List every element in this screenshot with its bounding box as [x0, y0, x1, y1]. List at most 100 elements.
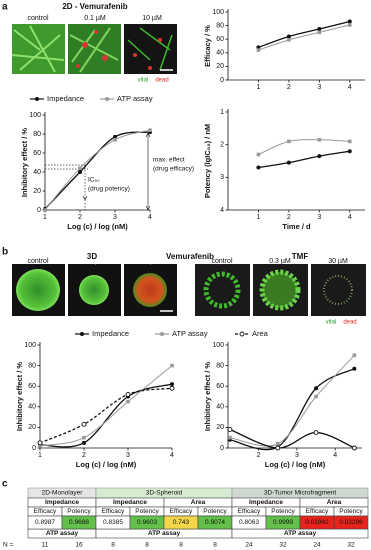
image-label: 0.3 µM	[269, 258, 291, 265]
image-label: 0.1 µM	[84, 15, 106, 22]
point	[125, 391, 131, 397]
x-axis-label: Time / d	[282, 222, 311, 231]
legend-label: Impedance	[92, 329, 129, 338]
point	[275, 442, 280, 446]
panel-title: 2D - Vemurafenib	[62, 2, 127, 11]
axis	[44, 112, 150, 211]
panel-title: TMF	[292, 252, 309, 261]
point	[82, 440, 86, 445]
reference: ATP assay	[284, 530, 317, 537]
series-line	[44, 131, 151, 210]
legend-dead: dead	[155, 78, 168, 84]
group-header: 3D-Spheroid	[146, 490, 183, 497]
point	[78, 166, 82, 170]
metric: Efficacy	[306, 508, 329, 515]
point	[352, 366, 357, 371]
legend-dead: dead	[343, 320, 356, 326]
metric: Efficacy	[238, 508, 261, 515]
y-tick-label: 0	[220, 77, 224, 84]
method: Impedance	[249, 499, 283, 506]
y-tick-label: 20	[216, 424, 224, 431]
point	[81, 421, 87, 427]
legend-label: ATP assay	[172, 329, 208, 338]
point	[313, 430, 319, 435]
y-axis-label: Inhibitory effect / %	[203, 362, 212, 432]
y-axis-label: Efficacy / %	[203, 25, 212, 67]
value: 0.8385	[103, 519, 123, 526]
point	[113, 137, 117, 142]
value: 0.9074	[205, 519, 225, 526]
point	[352, 353, 357, 358]
point	[227, 427, 233, 432]
point	[287, 139, 291, 144]
method: Impedance	[113, 499, 147, 506]
x-tick-label: 2	[78, 214, 82, 221]
point	[256, 152, 261, 157]
legend-label: Area	[252, 329, 269, 338]
point	[287, 38, 291, 42]
y-tick-label: 20	[216, 63, 224, 70]
image-label: control	[211, 258, 232, 265]
y-axis-label: Potency (lgIC₅₀) / nM	[203, 124, 212, 198]
x-axis-label: Log (c) / log (nM)	[67, 222, 128, 231]
y-axis-label: Inhibitory effect / %	[20, 128, 29, 198]
image-label: control	[27, 258, 48, 265]
y-tick-label: 4	[220, 207, 224, 214]
point	[286, 160, 291, 165]
panel-label: a	[2, 2, 8, 13]
point	[317, 27, 322, 31]
n-value: 24	[313, 542, 321, 549]
y-tick-label: 60	[33, 150, 41, 157]
y-tick-label: 3	[220, 174, 224, 181]
metric: Potency	[135, 508, 159, 515]
n-value: 32	[279, 542, 287, 549]
x-tick-label: 4	[148, 214, 152, 221]
n-value: 8	[213, 542, 217, 549]
series-line	[44, 129, 151, 211]
legend-marker	[35, 97, 39, 101]
y-tick-label: 60	[216, 36, 224, 43]
group-header: 2D-Monolayer	[42, 490, 84, 497]
image-label: 10 µM	[142, 15, 162, 22]
legend-marker	[160, 332, 164, 336]
annotation: max. effect	[153, 157, 185, 164]
value: 0.9688	[69, 519, 89, 526]
group-header: 3D-Tumor Microfragment	[264, 490, 337, 497]
point	[351, 445, 357, 451]
x-tick-label: 1	[38, 452, 42, 459]
x-tick-label: 2	[287, 214, 291, 221]
point	[228, 435, 232, 440]
n-value: 8	[111, 542, 115, 549]
series-line	[229, 354, 355, 447]
x-tick-label: 2	[257, 452, 261, 459]
y-tick-label: 1	[220, 109, 224, 116]
method: Impedance	[45, 499, 79, 506]
n-label: N =	[3, 542, 14, 549]
point	[347, 149, 352, 154]
series-line	[258, 139, 350, 155]
series-line	[258, 24, 350, 51]
x-tick-label: 1	[256, 214, 260, 221]
point	[82, 435, 86, 440]
x-tick-label: 3	[126, 452, 130, 459]
legend-marker	[80, 332, 84, 336]
series-line	[39, 383, 173, 448]
point	[170, 382, 174, 387]
x-axis-label: Log (c) / log (nM)	[76, 460, 137, 469]
y-tick-label: 80	[33, 131, 41, 138]
n-value: 32	[347, 542, 355, 549]
metric: Efficacy	[34, 508, 57, 515]
point	[43, 208, 47, 212]
n-value: 16	[75, 542, 83, 549]
value: 0.01942	[305, 519, 329, 526]
x-tick-label: 4	[170, 452, 174, 459]
metric: Potency	[203, 508, 227, 515]
value: 0.743	[173, 519, 190, 526]
image-label: 10 µM	[140, 258, 160, 265]
y-tick-label: 40	[28, 404, 36, 411]
axis	[227, 342, 362, 449]
point	[126, 399, 130, 404]
x-tick-label: 3	[317, 84, 321, 91]
y-tick-label: 100	[212, 342, 224, 349]
legend-label: ATP assay	[117, 94, 153, 103]
